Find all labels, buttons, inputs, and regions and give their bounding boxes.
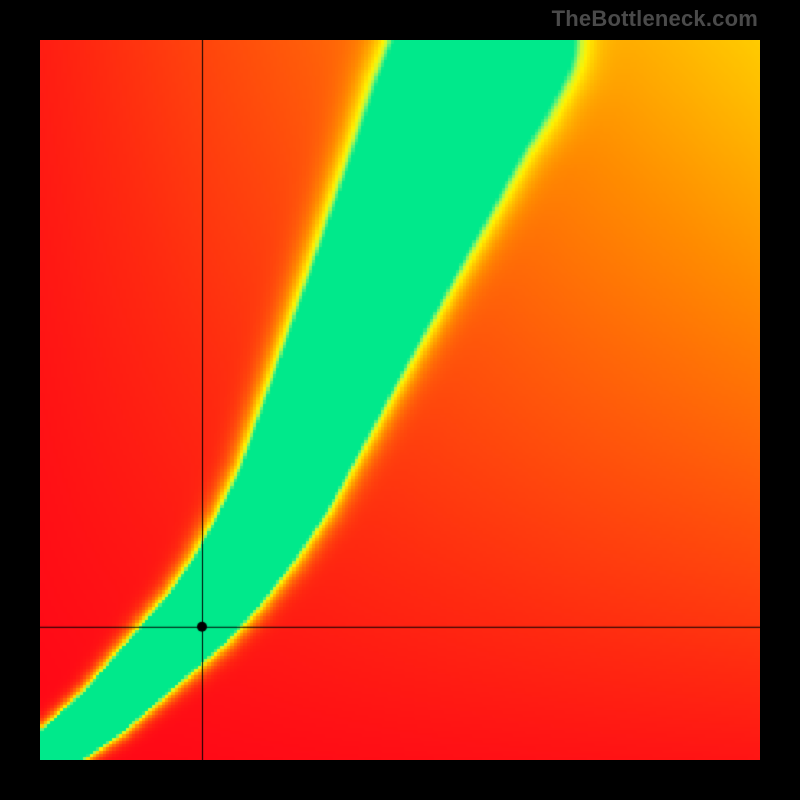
attribution-label: TheBottleneck.com xyxy=(552,6,758,32)
chart-frame: TheBottleneck.com xyxy=(0,0,800,800)
bottleneck-heatmap xyxy=(40,40,760,760)
